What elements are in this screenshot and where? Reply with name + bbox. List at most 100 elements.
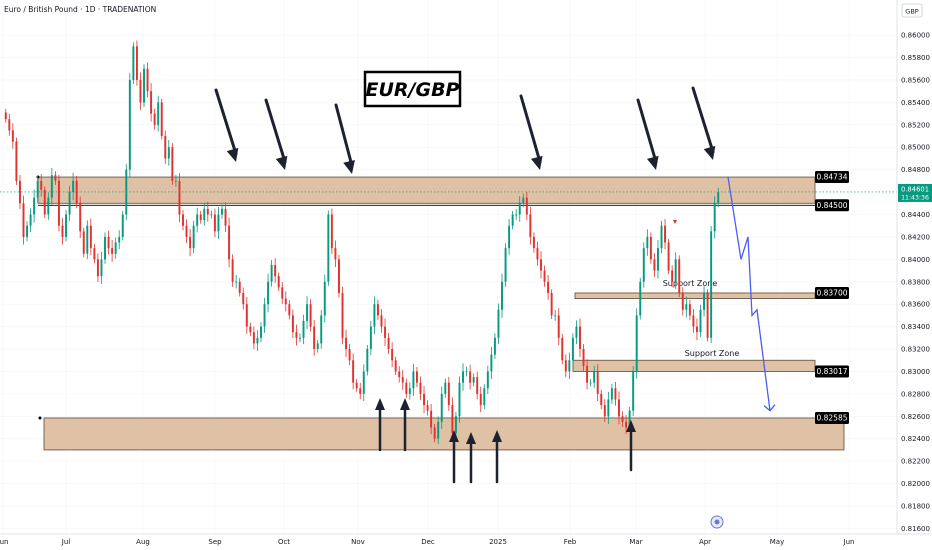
candle-body[interactable] bbox=[306, 304, 309, 321]
candle-body[interactable] bbox=[249, 326, 252, 333]
candle-body[interactable] bbox=[660, 225, 663, 249]
candle-body[interactable] bbox=[192, 225, 195, 249]
candle-body[interactable] bbox=[263, 304, 266, 327]
candle-body[interactable] bbox=[419, 382, 422, 394]
level-label[interactable]: 0.83700 bbox=[815, 286, 849, 299]
candle-body[interactable] bbox=[61, 225, 64, 237]
candle-body[interactable] bbox=[164, 136, 167, 159]
candle-body[interactable] bbox=[309, 304, 312, 327]
candle-body[interactable] bbox=[713, 203, 716, 232]
candle-body[interactable] bbox=[451, 405, 454, 434]
candle-body[interactable] bbox=[341, 292, 344, 338]
candle-body[interactable] bbox=[86, 225, 89, 254]
candle-body[interactable] bbox=[75, 180, 78, 204]
candle-body[interactable] bbox=[564, 360, 567, 372]
candle-body[interactable] bbox=[334, 248, 337, 260]
candle-body[interactable] bbox=[557, 315, 560, 338]
candle-body[interactable] bbox=[579, 326, 581, 350]
candle-body[interactable] bbox=[575, 326, 578, 338]
level-label[interactable]: 0.83017 bbox=[815, 365, 849, 378]
candle-body[interactable] bbox=[65, 214, 68, 237]
level-label[interactable]: 0.82585 bbox=[815, 411, 849, 424]
candle-body[interactable] bbox=[260, 326, 262, 338]
candle-body[interactable] bbox=[199, 214, 202, 221]
candle-body[interactable] bbox=[472, 377, 475, 383]
candle-body[interactable] bbox=[298, 337, 301, 339]
candle-body[interactable] bbox=[203, 208, 206, 221]
candle-body[interactable] bbox=[380, 315, 383, 327]
level-label[interactable]: 0.84500 bbox=[815, 199, 849, 212]
candle-body[interactable] bbox=[143, 68, 145, 103]
candle-body[interactable] bbox=[245, 304, 248, 327]
candle-body[interactable] bbox=[437, 421, 440, 439]
candle-body[interactable] bbox=[515, 214, 518, 216]
candle-body[interactable] bbox=[171, 147, 174, 181]
candle-body[interactable] bbox=[717, 192, 720, 204]
candle-body[interactable] bbox=[206, 208, 209, 215]
candle-body[interactable] bbox=[196, 214, 199, 226]
candle-body[interactable] bbox=[160, 102, 163, 137]
candle-body[interactable] bbox=[387, 337, 390, 350]
candle-body[interactable] bbox=[18, 180, 21, 204]
candle-body[interactable] bbox=[593, 371, 596, 383]
candle-body[interactable] bbox=[373, 304, 376, 327]
candle-body[interactable] bbox=[352, 360, 355, 383]
candle-body[interactable] bbox=[40, 180, 43, 190]
candle-body[interactable] bbox=[433, 427, 436, 439]
candle-body[interactable] bbox=[316, 343, 319, 350]
candle-body[interactable] bbox=[150, 91, 153, 114]
candle-body[interactable] bbox=[469, 371, 472, 383]
candle-body[interactable] bbox=[501, 281, 503, 310]
candle-body[interactable] bbox=[603, 405, 606, 417]
candle-body[interactable] bbox=[667, 242, 670, 271]
candle-body[interactable] bbox=[656, 248, 659, 271]
candle-body[interactable] bbox=[540, 259, 542, 271]
candle-body[interactable] bbox=[618, 399, 620, 417]
candle-body[interactable] bbox=[26, 225, 29, 237]
candle-body[interactable] bbox=[54, 175, 57, 181]
time-axis-panel[interactable] bbox=[0, 534, 932, 550]
candle-body[interactable] bbox=[167, 147, 170, 159]
candle-body[interactable] bbox=[681, 292, 684, 310]
candle-body[interactable] bbox=[525, 197, 528, 215]
candle-body[interactable] bbox=[376, 304, 379, 316]
candle-body[interactable] bbox=[96, 259, 99, 277]
candle-body[interactable] bbox=[685, 304, 688, 310]
candle-body[interactable] bbox=[486, 371, 489, 389]
candle-body[interactable] bbox=[412, 371, 415, 389]
candle-body[interactable] bbox=[323, 281, 326, 316]
candle-body[interactable] bbox=[692, 315, 695, 327]
candle-body[interactable] bbox=[671, 270, 674, 282]
candle-body[interactable] bbox=[710, 231, 713, 338]
currency-box[interactable] bbox=[901, 3, 923, 18]
candle-body[interactable] bbox=[185, 225, 188, 237]
candle-body[interactable] bbox=[426, 405, 429, 411]
candle-body[interactable] bbox=[93, 248, 96, 260]
candle-body[interactable] bbox=[586, 365, 589, 383]
candle-body[interactable] bbox=[398, 371, 401, 378]
candle-body[interactable] bbox=[107, 236, 110, 249]
candle-body[interactable] bbox=[320, 315, 323, 344]
candle-body[interactable] bbox=[359, 388, 362, 394]
candle-body[interactable] bbox=[111, 248, 114, 254]
support-zone-major[interactable] bbox=[43, 417, 845, 451]
candle-body[interactable] bbox=[330, 214, 333, 249]
candle-body[interactable] bbox=[405, 382, 408, 394]
candle-body[interactable] bbox=[699, 309, 702, 333]
candle-body[interactable] bbox=[600, 393, 603, 406]
candle-body[interactable] bbox=[490, 354, 493, 372]
candle-body[interactable] bbox=[610, 388, 613, 400]
candle-body[interactable] bbox=[256, 337, 259, 344]
candle-body[interactable] bbox=[678, 259, 681, 293]
candle-body[interactable] bbox=[89, 225, 92, 249]
candle-body[interactable] bbox=[210, 214, 213, 216]
candle-body[interactable] bbox=[327, 214, 330, 282]
candle-body[interactable] bbox=[369, 326, 372, 350]
candle-body[interactable] bbox=[135, 46, 138, 80]
candle-body[interactable] bbox=[157, 102, 160, 125]
candle-body[interactable] bbox=[511, 214, 514, 226]
candle-body[interactable] bbox=[554, 315, 557, 317]
candle-body[interactable] bbox=[345, 337, 348, 350]
candle-body[interactable] bbox=[706, 292, 709, 338]
